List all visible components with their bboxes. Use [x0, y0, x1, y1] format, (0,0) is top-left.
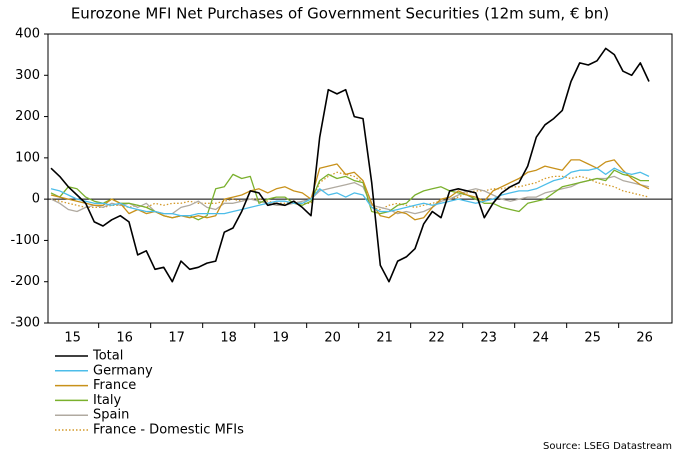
series-line: [50, 169, 649, 221]
source-note: Source: LSEG Datastream: [543, 441, 672, 452]
x-tick-label: 25: [584, 331, 601, 346]
legend-label: France: [93, 378, 136, 393]
legend-label: France - Domestic MFIs: [93, 423, 244, 438]
y-tick-label: -100: [10, 233, 40, 248]
y-tick-label: -300: [10, 316, 40, 331]
x-tick-label: 15: [64, 331, 81, 346]
legend-label: Italy: [93, 393, 122, 408]
chart-title: Eurozone MFI Net Purchases of Government…: [71, 5, 609, 23]
y-tick-label: 0: [32, 192, 40, 207]
x-tick-label: 21: [376, 331, 393, 346]
x-tick-label: 18: [220, 331, 237, 346]
x-tick-label: 26: [636, 331, 653, 346]
series-line: [50, 167, 650, 217]
y-tick-label: 200: [15, 109, 40, 124]
series-line: [50, 47, 650, 283]
series-line: [50, 159, 650, 221]
legend-label: Germany: [93, 363, 153, 378]
legend-label: Total: [92, 349, 123, 364]
x-tick-label: 19: [272, 331, 289, 346]
legend-label: Spain: [93, 408, 129, 423]
x-tick-label: 22: [428, 331, 445, 346]
series-line: [50, 171, 650, 211]
x-tick-label: 16: [116, 331, 133, 346]
y-tick-label: 400: [15, 27, 40, 42]
y-tick-label: 100: [15, 150, 40, 165]
plot-frame: [47, 33, 673, 324]
x-tick-label: 20: [324, 331, 341, 346]
x-tick-label: 17: [168, 331, 185, 346]
x-tick-label: 24: [532, 331, 549, 346]
y-tick-label: 300: [15, 68, 40, 83]
series-line: [50, 175, 650, 215]
y-tick-label: -200: [10, 274, 40, 289]
x-tick-label: 23: [480, 331, 497, 346]
